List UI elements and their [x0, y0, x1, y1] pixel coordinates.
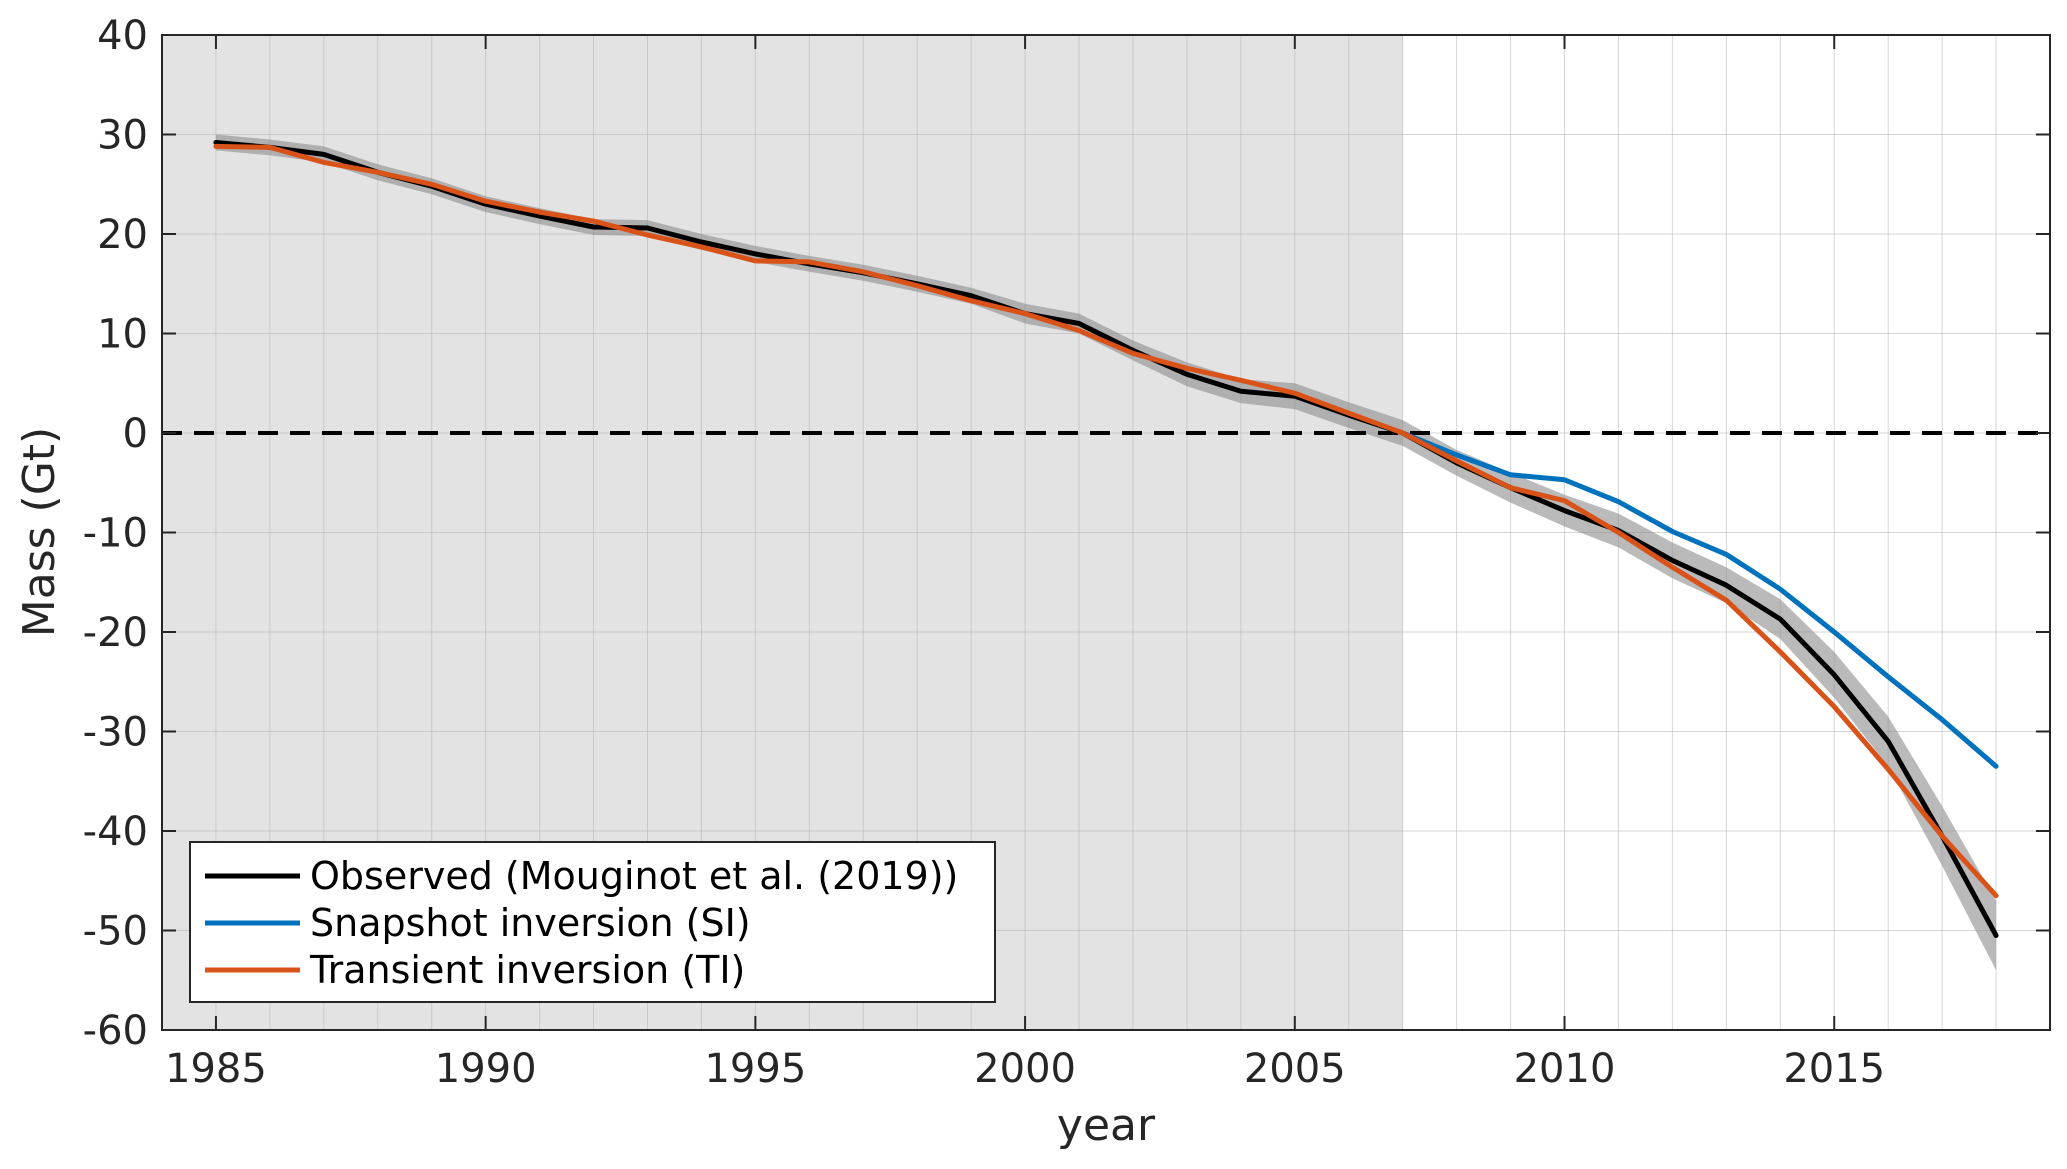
x-axis-label: year — [1057, 1100, 1156, 1151]
x-tick-label: 1985 — [165, 1046, 267, 1092]
x-tick-label: 2015 — [1783, 1046, 1885, 1092]
x-tick-label: 1995 — [704, 1046, 806, 1092]
legend-box — [189, 841, 996, 1003]
y-tick-label: 40 — [97, 13, 148, 59]
x-tick-label: 2000 — [974, 1046, 1076, 1092]
x-tick-label: 2010 — [1514, 1046, 1616, 1092]
y-tick-label: -60 — [83, 1008, 148, 1054]
legend-label-transient-inversion: Transient inversion (TI) — [309, 948, 745, 992]
y-tick-label: -20 — [83, 610, 148, 656]
y-tick-label: 10 — [97, 312, 148, 358]
series-line-transient-inversion — [213, 143, 1999, 899]
y-axis-label: Mass (Gt) — [14, 427, 65, 637]
y-tick-label: -50 — [83, 909, 148, 955]
legend: Observed (Mouginot et al. (2019))Snapsho… — [189, 841, 996, 1003]
x-tick-label: 2005 — [1244, 1046, 1346, 1092]
y-tick-labels: -60 -50 -40 -30 -20 -10 0 10 20 30 40 — [83, 13, 148, 1054]
y-tick-label: -10 — [83, 511, 148, 557]
series-group — [213, 140, 1999, 938]
legend-label-observed: Observed (Mouginot et al. (2019)) — [310, 854, 958, 898]
y-tick-label: 0 — [123, 411, 148, 457]
uncertainty-band-group — [215, 134, 1997, 971]
legend-label-snapshot-inversion: Snapshot inversion (SI) — [310, 901, 751, 945]
y-tick-label: -40 — [83, 809, 148, 855]
series-line-snapshot-inversion — [1400, 430, 1999, 769]
y-tick-label: 30 — [97, 113, 148, 159]
x-tick-label: 1990 — [435, 1046, 537, 1092]
y-tick-label: -30 — [83, 710, 148, 756]
y-tick-label: 20 — [97, 212, 148, 258]
x-tick-labels: 1985 1990 1995 2000 2005 2010 2015 — [165, 1046, 1885, 1092]
tick-marks — [162, 34, 2050, 1031]
uncertainty-band — [215, 134, 1997, 971]
series-line-observed — [213, 140, 1999, 938]
